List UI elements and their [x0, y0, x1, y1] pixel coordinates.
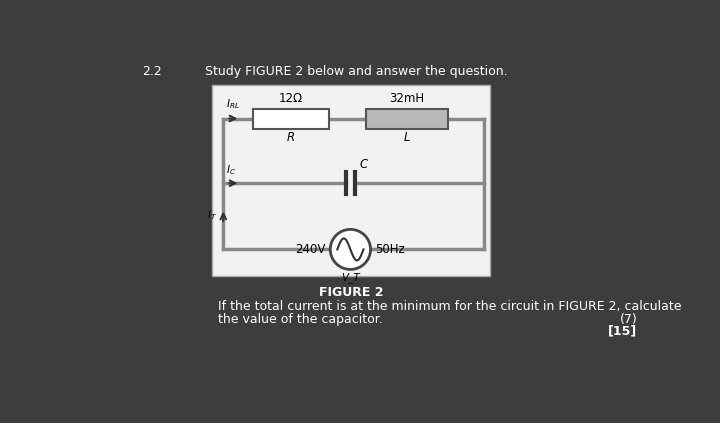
Text: (7): (7)	[619, 313, 637, 326]
Text: $I_T$: $I_T$	[207, 208, 217, 222]
Text: If the total current is at the minimum for the circuit in FIGURE 2, calculate: If the total current is at the minimum f…	[218, 300, 681, 313]
Text: 240V: 240V	[295, 243, 325, 256]
Text: 50Hz: 50Hz	[375, 243, 405, 256]
Bar	[366, 109, 448, 129]
Text: 2.2: 2.2	[142, 65, 162, 77]
Text: V_T: V_T	[341, 272, 360, 283]
Text: 32mH: 32mH	[390, 93, 425, 105]
Text: [15]: [15]	[608, 325, 637, 338]
Text: $I_{RL}$: $I_{RL}$	[225, 97, 239, 111]
Circle shape	[330, 229, 371, 269]
Text: C: C	[360, 158, 368, 171]
Text: the value of the capacitor.: the value of the capacitor.	[218, 313, 382, 326]
Text: $I_C$: $I_C$	[225, 163, 235, 177]
Bar	[212, 85, 490, 276]
Text: 12Ω: 12Ω	[279, 93, 303, 105]
Text: Study FIGURE 2 below and answer the question.: Study FIGURE 2 below and answer the ques…	[204, 65, 508, 77]
Text: R: R	[287, 131, 294, 144]
Text: L: L	[404, 131, 410, 144]
Text: FIGURE 2: FIGURE 2	[319, 286, 384, 299]
Bar	[253, 109, 329, 129]
